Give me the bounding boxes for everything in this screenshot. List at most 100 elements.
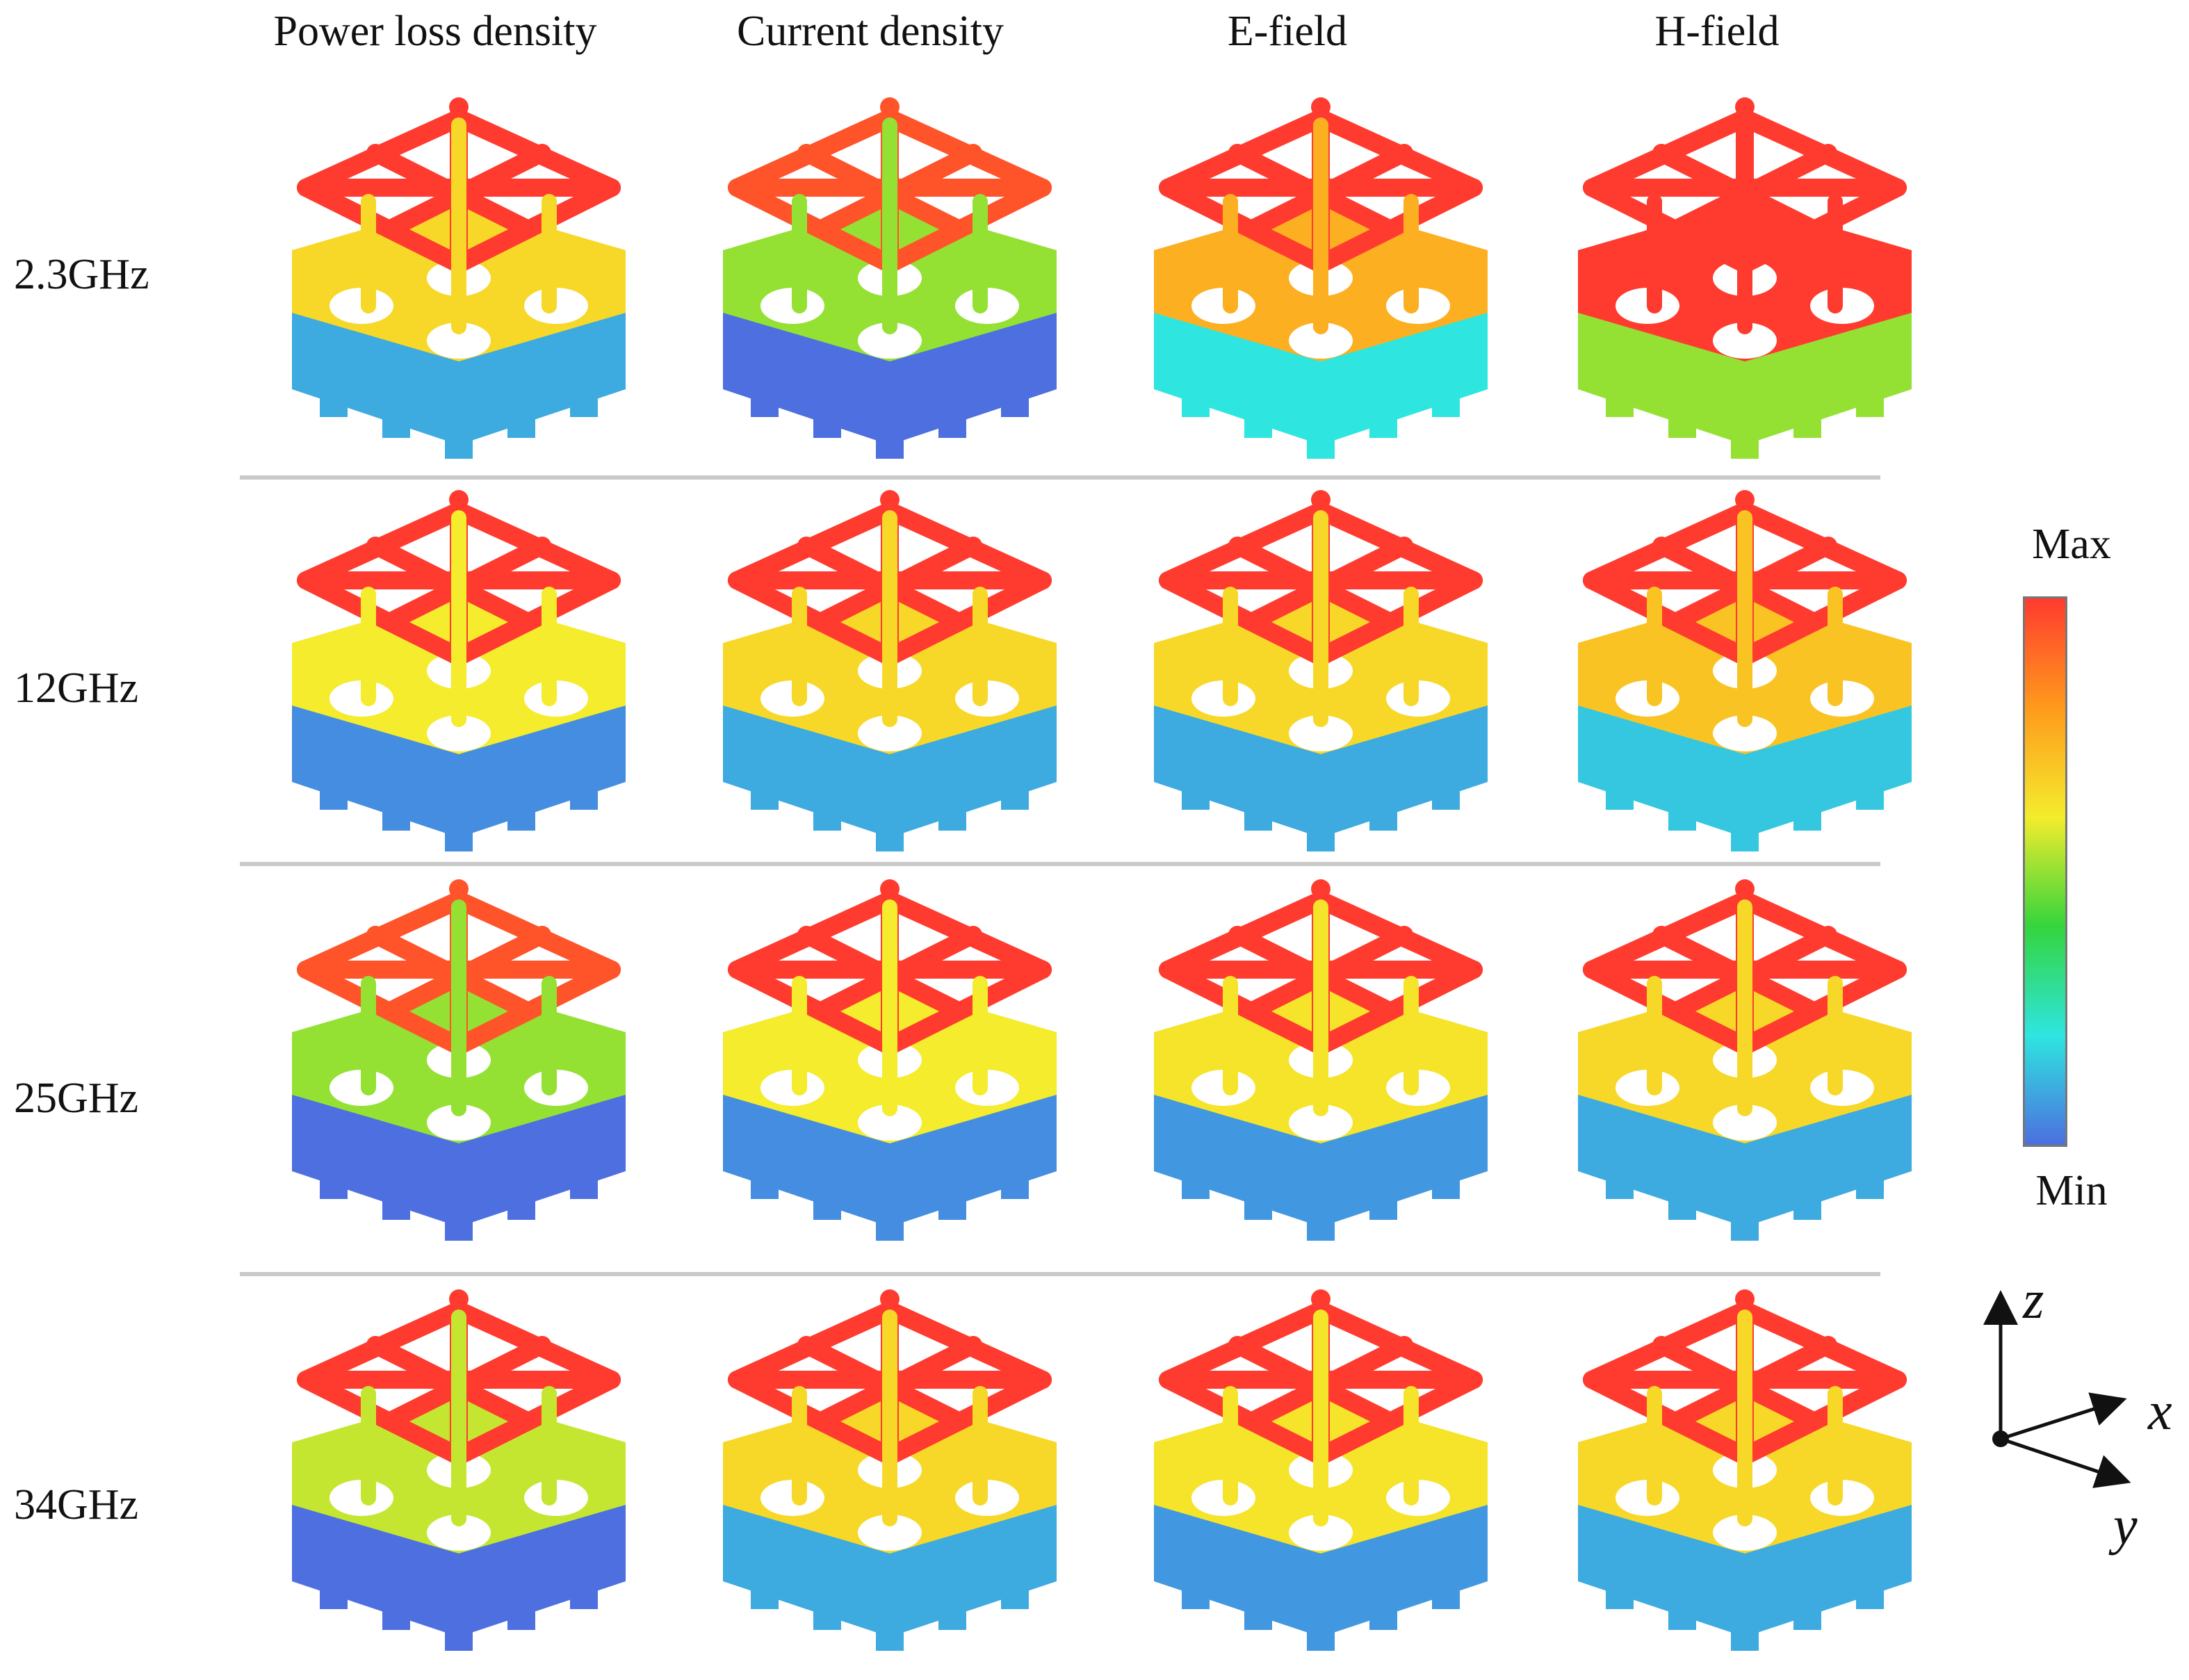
colorbar-min-label: Min (2035, 1167, 2108, 1214)
lattice-top-node (880, 490, 900, 509)
lattice-foot (1307, 1616, 1335, 1651)
field-map-cell (695, 1289, 1084, 1665)
lattice-top-node (1735, 1289, 1755, 1309)
lattice-foot (382, 796, 410, 831)
lattice-field-map (1578, 1289, 1912, 1651)
field-map-cell (695, 97, 1084, 473)
field-map-cell (695, 879, 1084, 1255)
row-divider (240, 475, 1880, 480)
lattice-field-map (723, 1289, 1057, 1651)
lattice-foot (938, 1185, 966, 1220)
lattice-field-map (1154, 879, 1488, 1241)
lattice-foot (507, 403, 535, 438)
coordinate-axes-icon (1983, 1290, 2131, 1488)
lattice-foot (1731, 817, 1759, 851)
lattice-foot (1182, 382, 1210, 417)
lattice-field-map (292, 97, 626, 459)
lattice-hole (1289, 715, 1353, 751)
lattice-foot (445, 424, 473, 459)
field-map-cell (264, 490, 653, 865)
field-map-cell (1126, 97, 1515, 473)
lattice-hole (858, 323, 922, 359)
row-divider (240, 862, 1880, 866)
lattice-top-node (880, 879, 900, 899)
lattice-foot (1369, 403, 1397, 438)
lattice-foot (1182, 1164, 1210, 1199)
lattice-top-node (449, 490, 469, 509)
lattice-foot (1369, 1185, 1397, 1220)
col-power-loss-density: Power loss density (273, 8, 597, 55)
row-divider (240, 1272, 1880, 1276)
colorbar (2023, 596, 2067, 1147)
lattice-foot (1307, 424, 1335, 459)
field-map-cell (1126, 879, 1515, 1255)
lattice-foot (1793, 403, 1821, 438)
axis-z-label: z (2023, 1269, 2044, 1330)
lattice-foot (1856, 382, 1884, 417)
lattice-foot (570, 1164, 598, 1199)
lattice-foot (1369, 1595, 1397, 1630)
lattice-foot (1856, 1574, 1884, 1609)
lattice-foot (1001, 775, 1029, 810)
lattice-foot (1793, 796, 1821, 831)
lattice-foot (1244, 403, 1272, 438)
lattice-foot (1244, 1595, 1272, 1630)
lattice-foot (938, 796, 966, 831)
lattice-foot (1432, 775, 1460, 810)
lattice-hole (427, 323, 491, 359)
lattice-foot (813, 403, 841, 438)
lattice-foot (876, 424, 904, 459)
lattice-foot (445, 1206, 473, 1241)
lattice-hole (427, 1515, 491, 1551)
lattice-hole (858, 1515, 922, 1551)
lattice-foot (876, 817, 904, 851)
lattice-foot (1668, 1595, 1696, 1630)
lattice-foot (1432, 382, 1460, 417)
lattice-hole (1713, 323, 1777, 359)
lattice-foot (320, 1574, 348, 1609)
lattice-foot (1369, 796, 1397, 831)
lattice-hole (1289, 1104, 1353, 1141)
field-map-cell (1550, 97, 1939, 473)
row-12ghz: 12GHz (14, 664, 139, 712)
lattice-hole (1289, 1515, 1353, 1551)
lattice-foot (1793, 1185, 1821, 1220)
lattice-top-node (880, 1289, 900, 1309)
lattice-hole (427, 1104, 491, 1141)
lattice-top-node (1735, 490, 1755, 509)
lattice-foot (1606, 382, 1634, 417)
lattice-foot (938, 403, 966, 438)
field-map-cell (1126, 490, 1515, 865)
field-map-cell (264, 97, 653, 473)
lattice-foot (570, 775, 598, 810)
lattice-top-node (1311, 490, 1331, 509)
field-map-cell (1550, 879, 1939, 1255)
lattice-foot (1668, 796, 1696, 831)
lattice-foot (570, 1574, 598, 1609)
lattice-top-node (1311, 97, 1331, 117)
lattice-foot (320, 775, 348, 810)
field-map-cell (264, 1289, 653, 1665)
lattice-hole (1713, 715, 1777, 751)
lattice-foot (320, 1164, 348, 1199)
lattice-foot (751, 382, 779, 417)
lattice-hole (1713, 1104, 1777, 1141)
lattice-top-node (449, 879, 469, 899)
lattice-hole (1713, 1515, 1777, 1551)
row-34ghz: 34GHz (14, 1481, 139, 1528)
lattice-field-map (723, 97, 1057, 459)
lattice-foot (1307, 1206, 1335, 1241)
lattice-foot (445, 1616, 473, 1651)
lattice-foot (382, 1185, 410, 1220)
lattice-field-map (1578, 490, 1912, 851)
axis-y-label: y (2113, 1495, 2138, 1556)
lattice-foot (751, 1574, 779, 1609)
lattice-top-node (1735, 97, 1755, 117)
lattice-field-map (723, 490, 1057, 851)
lattice-field-map (292, 1289, 626, 1651)
lattice-hole (427, 715, 491, 751)
lattice-foot (1668, 1185, 1696, 1220)
lattice-foot (1244, 796, 1272, 831)
lattice-foot (938, 1595, 966, 1630)
